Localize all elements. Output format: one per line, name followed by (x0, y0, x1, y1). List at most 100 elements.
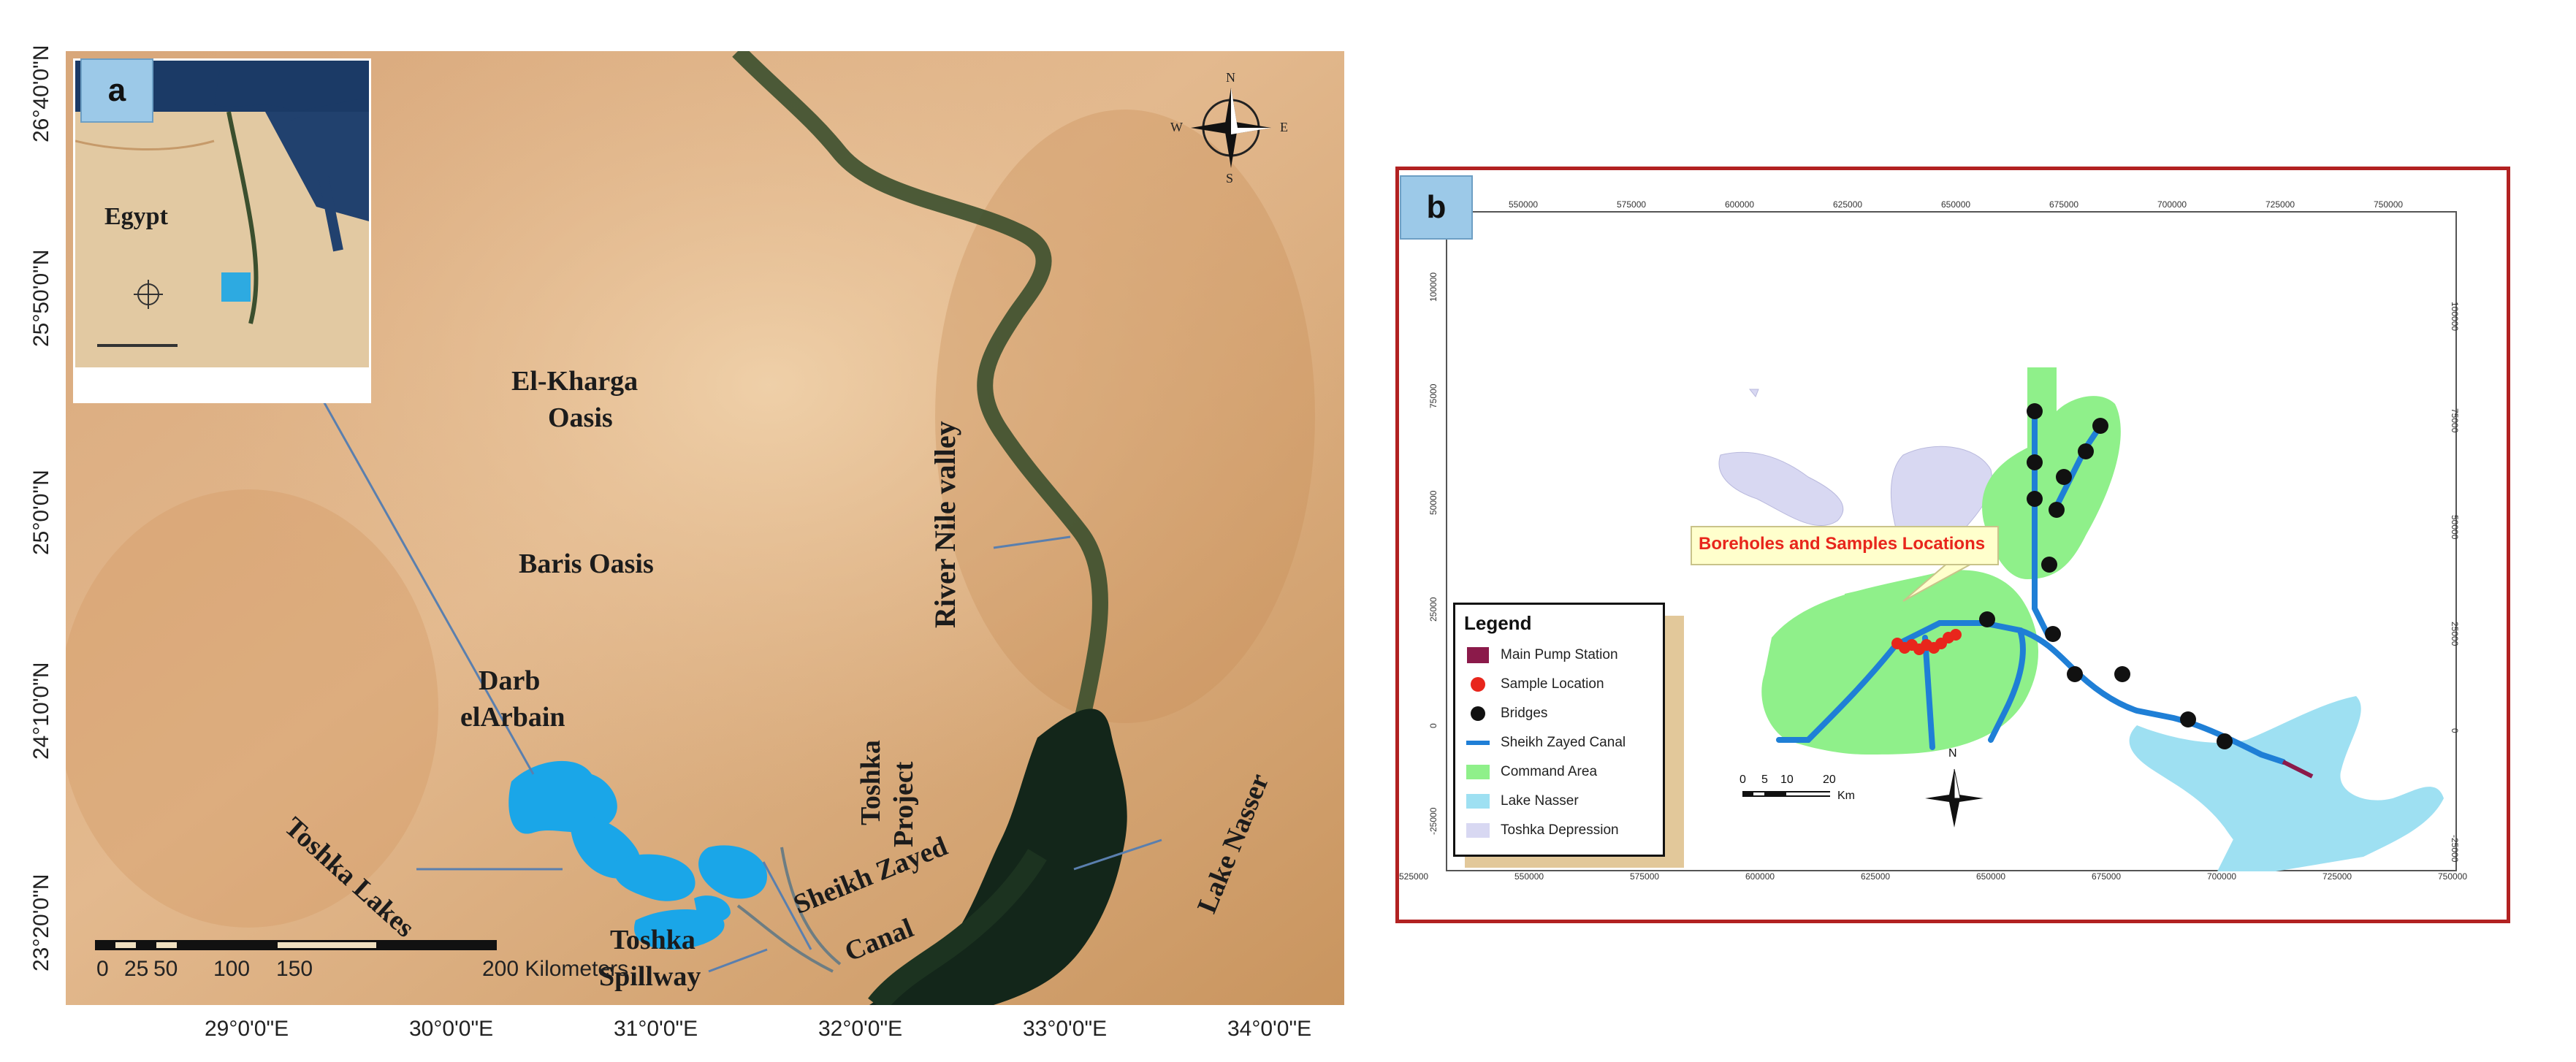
y-tick-right: 0 (2450, 728, 2460, 733)
x-tick-bottom: 700000 (2207, 871, 2237, 882)
legend-symbol-fill (1464, 821, 1492, 840)
lon-label-6: 34°0'0"E (1227, 1017, 1312, 1041)
y-tick-left: 0 (1428, 723, 1438, 728)
scalebar-tick-5: 5 (1761, 773, 1768, 786)
label-toshka-project-2: Project (888, 761, 919, 847)
north-label: N (1948, 747, 1957, 760)
scale-tick-0: 0 (96, 957, 109, 981)
x-tick-bottom: 550000 (1514, 871, 1544, 882)
gis-map (1691, 367, 2444, 871)
legend-symbol-line (1464, 733, 1492, 752)
x-tick-top: 650000 (1941, 199, 1971, 210)
y-tick-left: -25000 (1428, 807, 1438, 835)
x-tick-bottom: 600000 (1745, 871, 1775, 882)
compass-e: E (1280, 120, 1288, 134)
x-tick-top: 575000 (1617, 199, 1647, 210)
toshka-lakes-shapes (508, 760, 767, 950)
label-toshka-spillway: Toshka (610, 925, 696, 955)
legend-symbol-fill (1464, 763, 1492, 782)
x-tick-bottom: 650000 (1976, 871, 2006, 882)
lon-label-4: 32°0'0"E (818, 1017, 903, 1041)
x-tick-bottom: 725000 (2322, 871, 2352, 882)
label-kharga-2: Oasis (548, 402, 613, 433)
panel-b: Boreholes and Samples Locations N 0 5 10… (1395, 167, 2510, 923)
legend-symbol-square (1464, 646, 1492, 665)
lon-label-3: 31°0'0"E (614, 1017, 698, 1041)
legend-symbol-fill (1464, 792, 1492, 811)
x-tick-bottom: 675000 (2092, 871, 2122, 882)
y-tick-right: 100000 (2450, 302, 2460, 332)
x-tick-bottom: 750000 (2438, 871, 2468, 882)
lon-label-5: 33°0'0"E (1023, 1017, 1108, 1041)
legend-item: Sheikh Zayed Canal (1464, 728, 1654, 757)
x-tick-bottom: 525000 (1399, 871, 1429, 882)
legend-symbol-dot (1464, 704, 1492, 723)
label-darb: Darb (479, 665, 541, 696)
lat-label-3: 25°0'0"N (29, 470, 53, 555)
legend-item: Main Pump Station (1464, 641, 1654, 670)
label-toshka-project: Toshka (856, 740, 886, 825)
legend-item: Bridges (1464, 699, 1654, 728)
y-tick-left: 100000 (1428, 272, 1438, 302)
compass-rose: N S E W (1170, 70, 1288, 186)
panel-a: Egypt N S E W El-Kharga Oasis Baris Oasi… (66, 51, 1344, 1005)
label-toshka-spillway-2: Spillway (599, 961, 701, 992)
label-kharga: El-Kharga (511, 366, 639, 397)
legend-label: Command Area (1501, 764, 1598, 779)
scalebar-tick-0: 0 (1739, 773, 1746, 786)
y-tick-left: 75000 (1428, 383, 1438, 408)
legend-label: Bridges (1501, 706, 1548, 721)
scalebar-unit: Km (1837, 790, 1855, 802)
legend-label: Toshka Depression (1501, 822, 1619, 838)
map-frame-b (1446, 211, 2457, 871)
x-tick-top: 600000 (1725, 199, 1755, 210)
legend: Legend Main Pump Station Sample Location B… (1453, 603, 1665, 857)
legend-item: Sample Location (1464, 670, 1654, 699)
x-tick-top: 725000 (2266, 199, 2295, 210)
legend-item: Toshka Depression (1464, 816, 1654, 845)
lat-label-2: 25°50'0"N (29, 249, 53, 347)
x-tick-bottom: 575000 (1630, 871, 1660, 882)
scale-tick-1: 25 (124, 957, 149, 981)
x-tick-bottom: 625000 (1861, 871, 1891, 882)
lat-label-1: 26°40'0"N (29, 45, 53, 142)
compass-w: W (1170, 120, 1183, 134)
scale-tick-4: 150 (276, 957, 313, 981)
label-darb-2: elArbain (460, 702, 565, 733)
legend-symbol-redstar (1464, 675, 1492, 694)
y-tick-right: 50000 (2450, 515, 2460, 540)
legend-items: Main Pump Station Sample Location Bridges S… (1464, 641, 1654, 845)
x-tick-top: 675000 (2049, 199, 2079, 210)
scale-tick-2: 50 (153, 957, 178, 981)
x-tick-top: 700000 (2157, 199, 2187, 210)
y-tick-left: 25000 (1428, 597, 1438, 622)
legend-item: Lake Nasser (1464, 787, 1654, 816)
legend-title: Legend (1464, 612, 1532, 634)
scale-bar-a (95, 939, 504, 982)
lon-label-2: 30°0'0"E (409, 1017, 494, 1041)
scale-tick-3: 100 (213, 957, 251, 981)
panel-a-tag: a (80, 58, 153, 123)
compass-s: S (1226, 171, 1234, 186)
scalebar-b (1742, 791, 1830, 797)
legend-label: Main Pump Station (1501, 647, 1618, 662)
y-tick-left: 50000 (1428, 490, 1438, 515)
lake-nasser-shape (869, 708, 1127, 1005)
north-arrow (1925, 768, 1984, 828)
compass-n: N (1226, 70, 1235, 85)
lat-label-4: 24°10'0"N (29, 662, 53, 760)
x-tick-top: 750000 (2374, 199, 2404, 210)
y-tick-right: 25000 (2450, 622, 2460, 646)
lake-nasser-b (2129, 696, 2444, 871)
legend-item: Command Area (1464, 757, 1654, 787)
scale-tick-5: 200 Kilometers (482, 957, 629, 981)
lon-label-1: 29°0'0"E (205, 1017, 289, 1041)
legend-label: Lake Nasser (1501, 793, 1579, 809)
x-tick-top: 625000 (1833, 199, 1863, 210)
inset-label-egypt: Egypt (104, 203, 168, 230)
label-baris: Baris Oasis (519, 549, 654, 579)
label-river-nile: River Nile valley (929, 421, 961, 628)
panel-b-tag: b (1400, 175, 1473, 240)
nile-river (732, 51, 1108, 842)
scalebar-tick-20: 20 (1823, 773, 1836, 786)
